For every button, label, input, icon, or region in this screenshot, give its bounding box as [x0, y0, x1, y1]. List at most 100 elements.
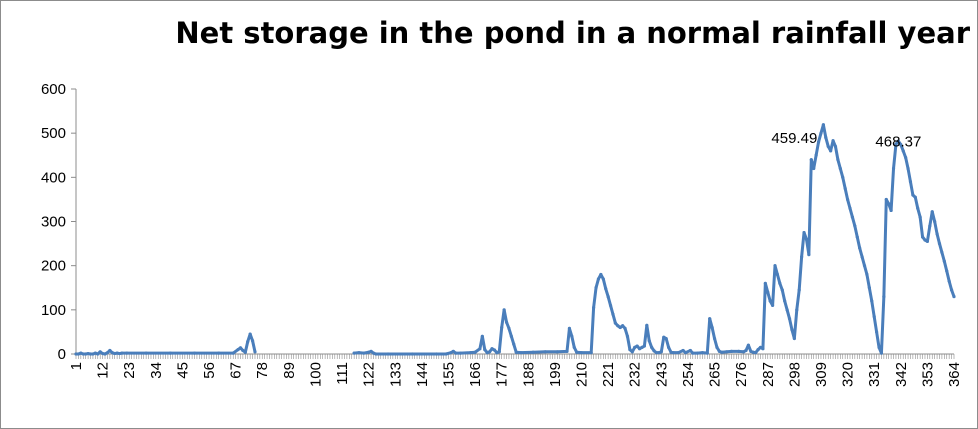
x-tick-label: 254: [680, 362, 697, 387]
data-point: [829, 149, 833, 153]
data-point: [778, 281, 782, 285]
x-tick-label: 23: [121, 362, 138, 379]
x-tick-label: 56: [201, 362, 218, 379]
x-tick-label: 331: [866, 362, 883, 387]
data-point: [492, 348, 497, 352]
data-point: [659, 350, 663, 354]
data-point: [96, 352, 100, 356]
data-point: [845, 197, 850, 202]
data-point: [766, 290, 770, 294]
data-point: [640, 345, 644, 349]
data-point: [935, 232, 939, 236]
data-point: [115, 351, 119, 355]
data-point: [836, 158, 840, 162]
data-point: [758, 345, 763, 349]
data-point: [120, 351, 124, 355]
data-point: [565, 349, 569, 353]
data-point: [451, 349, 455, 353]
data-point: [579, 351, 584, 355]
data-point: [352, 351, 356, 355]
data-point: [611, 312, 615, 316]
y-tick-label: 100: [41, 302, 66, 319]
data-point: [763, 281, 767, 285]
data-point: [952, 294, 956, 299]
data-point: [567, 326, 572, 330]
x-tick-label: 166: [467, 362, 484, 387]
data-point: [243, 350, 247, 354]
data-point: [877, 345, 881, 349]
data-point: [101, 351, 105, 356]
data-point: [495, 351, 499, 355]
x-tick-label: 177: [494, 362, 511, 387]
data-point: [913, 195, 917, 199]
data-point: [250, 339, 255, 343]
data-point: [217, 351, 221, 355]
data-point: [826, 144, 830, 149]
data-point: [608, 303, 613, 308]
data-point: [570, 334, 574, 338]
data-point: [168, 351, 172, 355]
data-point: [434, 352, 438, 356]
data-point: [485, 351, 489, 355]
data-point: [473, 350, 477, 354]
data-point: [676, 351, 680, 355]
data-point: [700, 351, 705, 355]
data-point: [872, 314, 876, 319]
data-point: [696, 351, 700, 355]
data-point: [509, 334, 513, 338]
data-point: [490, 347, 494, 351]
x-tick-label: 298: [786, 362, 803, 387]
data-point: [253, 350, 257, 354]
x-tick-label: 221: [600, 362, 617, 387]
data-point: [357, 351, 361, 355]
data-point: [623, 326, 627, 330]
y-tick-label: 300: [41, 214, 66, 231]
y-tick-label: 500: [41, 125, 66, 142]
x-tick-label: 287: [760, 362, 777, 387]
data-point: [879, 351, 884, 355]
x-tick-label: 210: [574, 362, 591, 387]
data-point: [543, 350, 547, 354]
data-point: [410, 352, 414, 356]
data-point: [662, 335, 666, 339]
data-point: [488, 350, 492, 354]
data-point: [853, 224, 857, 228]
x-tick-label: 353: [919, 362, 936, 387]
data-point: [367, 350, 371, 354]
data-point: [512, 342, 516, 346]
data-point: [908, 180, 913, 184]
data-point: [654, 351, 659, 355]
data-point: [809, 158, 813, 162]
data-point: [110, 351, 114, 355]
data-point: [807, 253, 811, 257]
data-point: [875, 330, 879, 334]
data-point: [930, 210, 934, 214]
data-point: [601, 277, 605, 281]
data-point: [103, 352, 107, 356]
series-layer: [74, 123, 956, 356]
data-point: [628, 347, 632, 352]
data-point: [708, 317, 712, 321]
data-point: [843, 186, 847, 190]
data-point: [76, 352, 81, 356]
x-tick-label: 243: [653, 362, 670, 387]
data-point: [371, 351, 376, 355]
data-point: [787, 317, 792, 321]
data-point: [374, 352, 378, 356]
y-tick-label: 600: [41, 81, 66, 98]
data-point: [688, 348, 692, 353]
data-point: [507, 326, 511, 330]
data-point: [478, 347, 482, 351]
x-tick-label: 12: [95, 362, 112, 379]
data-point: [858, 246, 862, 250]
data-point: [125, 351, 129, 355]
data-point: [925, 239, 929, 243]
data-point: [904, 155, 908, 160]
data-point: [98, 350, 102, 354]
data-point: [775, 272, 780, 277]
data-point: [746, 343, 751, 347]
data-point: [637, 347, 642, 351]
data-point: [691, 351, 695, 355]
data-point: [657, 351, 661, 355]
x-tick-label: 232: [627, 362, 644, 387]
